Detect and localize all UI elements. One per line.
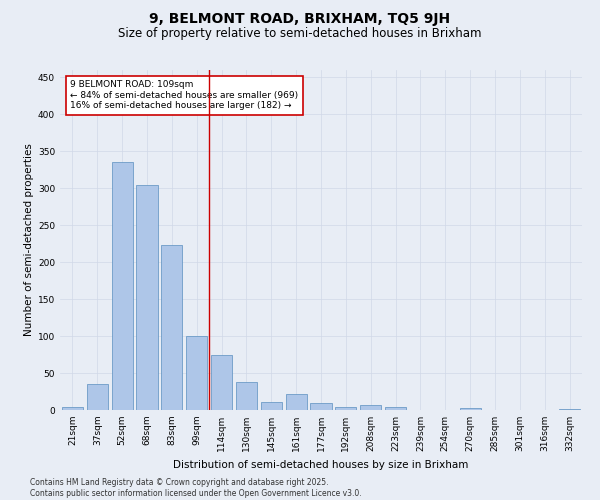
Text: Contains HM Land Registry data © Crown copyright and database right 2025.
Contai: Contains HM Land Registry data © Crown c… <box>30 478 362 498</box>
Bar <box>62 407 83 410</box>
Bar <box>335 407 356 410</box>
Bar <box>310 402 332 410</box>
Bar <box>236 382 257 410</box>
Bar <box>360 405 381 410</box>
Text: 9 BELMONT ROAD: 109sqm
← 84% of semi-detached houses are smaller (969)
16% of se: 9 BELMONT ROAD: 109sqm ← 84% of semi-det… <box>70 80 299 110</box>
Bar <box>112 162 133 410</box>
X-axis label: Distribution of semi-detached houses by size in Brixham: Distribution of semi-detached houses by … <box>173 460 469 469</box>
Bar <box>186 336 207 410</box>
Bar <box>211 354 232 410</box>
Bar <box>286 394 307 410</box>
Bar <box>385 407 406 410</box>
Bar <box>261 402 282 410</box>
Bar <box>161 245 182 410</box>
Bar <box>136 184 158 410</box>
Text: Size of property relative to semi-detached houses in Brixham: Size of property relative to semi-detach… <box>118 28 482 40</box>
Y-axis label: Number of semi-detached properties: Number of semi-detached properties <box>24 144 34 336</box>
Text: 9, BELMONT ROAD, BRIXHAM, TQ5 9JH: 9, BELMONT ROAD, BRIXHAM, TQ5 9JH <box>149 12 451 26</box>
Bar <box>460 408 481 410</box>
Bar <box>87 384 108 410</box>
